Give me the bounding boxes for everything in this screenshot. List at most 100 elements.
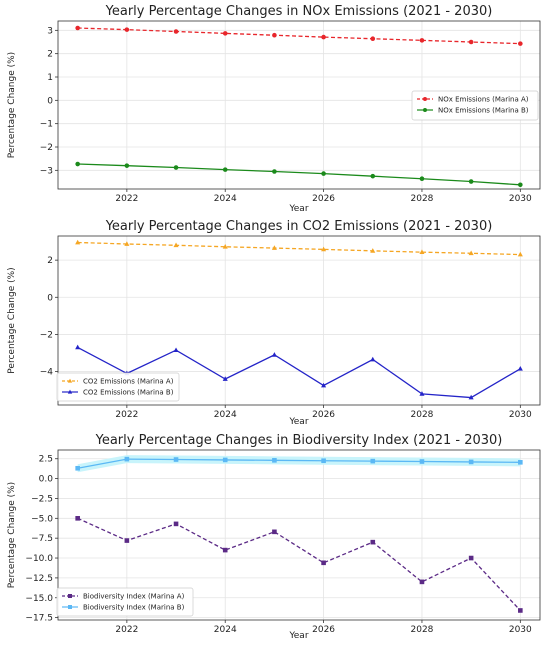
x-tick-label: 2030 (509, 194, 532, 204)
data-point (75, 516, 80, 521)
data-point (222, 167, 228, 172)
y-axis-label: Percentage Change (%) (7, 52, 17, 158)
x-tick-label: 2028 (411, 194, 434, 204)
y-tick-label: 0 (47, 293, 53, 303)
data-point (468, 459, 474, 465)
data-point (75, 239, 81, 245)
y-axis-label: Percentage Change (%) (7, 267, 17, 373)
series-1 (75, 516, 523, 613)
data-point (173, 165, 179, 170)
data-point (173, 457, 179, 462)
data-point (468, 555, 474, 561)
series-line (77, 517, 521, 611)
legend: CO2 Emissions (Marina A) CO2 Emissions (M… (56, 372, 180, 402)
legend-marker (68, 594, 72, 598)
data-point (271, 352, 277, 357)
data-point (75, 161, 80, 167)
y-tick-label: −5.0 (31, 514, 53, 524)
data-point (222, 244, 228, 249)
x-tick-label: 2024 (214, 625, 237, 635)
data-point (271, 245, 277, 250)
y-tick-label: 2 (47, 50, 53, 60)
y-tick-label: −3 (40, 166, 53, 176)
data-point (124, 456, 130, 462)
y-tick-label: 2.5 (39, 455, 53, 465)
legend-marker (67, 389, 73, 394)
data-point (370, 173, 376, 179)
x-tick-label: 2028 (411, 625, 434, 635)
legend-entry: Biodiversity Index (Marina B) (83, 604, 185, 612)
x-tick-label: 2022 (115, 410, 138, 420)
legend-entry: NOx Emissions (Marina A) (438, 96, 529, 104)
y-tick-label: 1 (47, 73, 53, 83)
series-line (77, 241, 521, 256)
data-point (173, 521, 179, 527)
legend: NOx Emissions (Marina A) NOx Emissions (M… (411, 90, 539, 121)
y-tick-label: −10.0 (25, 554, 53, 564)
data-point (419, 38, 425, 43)
data-point (370, 36, 376, 42)
data-point (518, 182, 523, 188)
y-tick-label: −12.5 (25, 574, 53, 584)
series-1 (75, 239, 523, 257)
data-point (124, 241, 130, 246)
axes-frame (57, 449, 541, 621)
legend-box (56, 372, 180, 402)
data-point (75, 465, 80, 471)
data-point (272, 529, 277, 535)
y-tick-label: −1 (40, 120, 53, 130)
data-point (124, 538, 130, 543)
y-tick-label: −15.0 (25, 594, 53, 604)
data-point (370, 356, 376, 362)
data-point (222, 457, 228, 463)
data-point (124, 163, 130, 168)
data-point (517, 366, 523, 371)
x-tick-label: 2028 (411, 410, 434, 420)
legend-marker (68, 605, 72, 609)
y-tick-label: 0 (47, 96, 53, 106)
chart-title: Yearly Percentage Changes in Biodiversit… (95, 433, 503, 448)
data-point (124, 27, 130, 32)
data-point (222, 547, 228, 553)
x-tick-label: 2026 (312, 194, 335, 204)
x-tick-label: 2024 (214, 410, 237, 420)
data-point (222, 376, 228, 381)
chart-panel-1: 2022 2024 2026 2028 2030 −3 −2 −1 0 1 2 3 Yearly Per… (7, 4, 541, 214)
y-tick-label: −7.5 (31, 534, 53, 544)
x-tick-label: 2022 (115, 625, 138, 635)
legend-marker (67, 378, 73, 383)
axes-frame (57, 235, 541, 406)
y-tick-label: −2.5 (31, 494, 53, 504)
data-point (222, 31, 228, 36)
legend-entry: CO2 Emissions (Marina B) (83, 389, 174, 397)
chart-panel-2: 2022 2024 2026 2028 2030 −4 −2 0 2 Yearly Percent… (7, 219, 541, 427)
legend-entry: CO2 Emissions (Marina A) (83, 378, 174, 386)
y-tick-label: −2 (40, 330, 53, 340)
data-point (518, 41, 523, 46)
data-point (468, 250, 474, 256)
legend-box (56, 587, 194, 617)
data-point (321, 246, 327, 252)
x-axis-label: Year (288, 631, 308, 641)
data-point (321, 34, 326, 40)
legend: Biodiversity Index (Marina A) Biodiversit… (56, 587, 194, 617)
chart-title: Yearly Percentage Changes in CO2 Emissio… (105, 219, 493, 234)
data-point (75, 25, 80, 31)
series-line (77, 346, 521, 399)
legend-box (411, 90, 539, 121)
chart-title: Yearly Percentage Changes in NOx Emissio… (105, 4, 493, 19)
series-1 (75, 25, 523, 46)
data-point (419, 459, 425, 464)
series-2 (75, 455, 523, 473)
data-point (321, 171, 326, 176)
chart-panel-3: 2022 2024 2026 2028 2030 −17.5 −15.0 −12.5 −10.0… (7, 433, 541, 641)
data-point (321, 382, 327, 388)
data-point (173, 29, 179, 34)
data-point (468, 179, 474, 184)
x-axis-label: Year (288, 417, 308, 427)
legend-marker (423, 97, 427, 101)
data-point (272, 32, 277, 38)
data-point (370, 539, 376, 545)
y-axis-label: Percentage Change (%) (7, 482, 17, 588)
